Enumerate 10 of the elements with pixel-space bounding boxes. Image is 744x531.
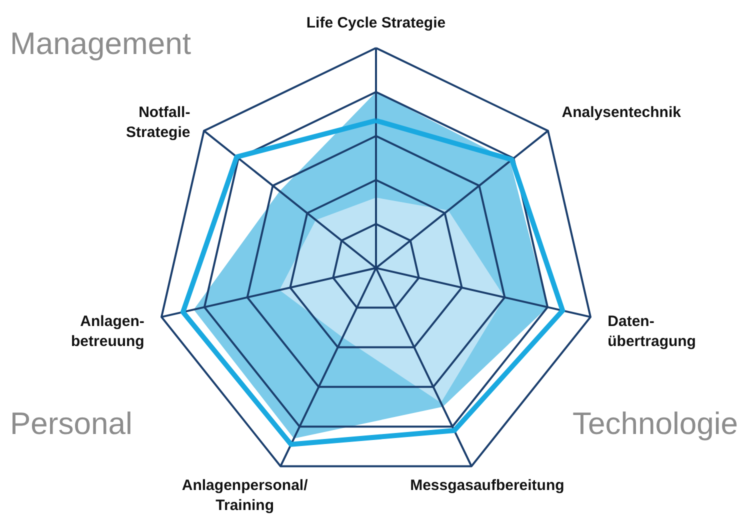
spoke-label: Messgasaufbereitung xyxy=(410,477,564,494)
spoke-label: Anlagen-betreuung xyxy=(71,312,144,350)
spoke-label: Notfall-Strategie xyxy=(126,104,190,141)
text: Personal xyxy=(10,406,132,441)
spoke-label: Life Cycle Strategie xyxy=(306,14,446,32)
spoke-label: Anlagenpersonal/Training xyxy=(182,477,309,514)
spoke-label: Daten-übertragung xyxy=(608,312,696,350)
spoke-label: Analysentechnik xyxy=(562,104,682,121)
text: Management xyxy=(10,26,192,61)
text: Technologie xyxy=(572,406,738,441)
